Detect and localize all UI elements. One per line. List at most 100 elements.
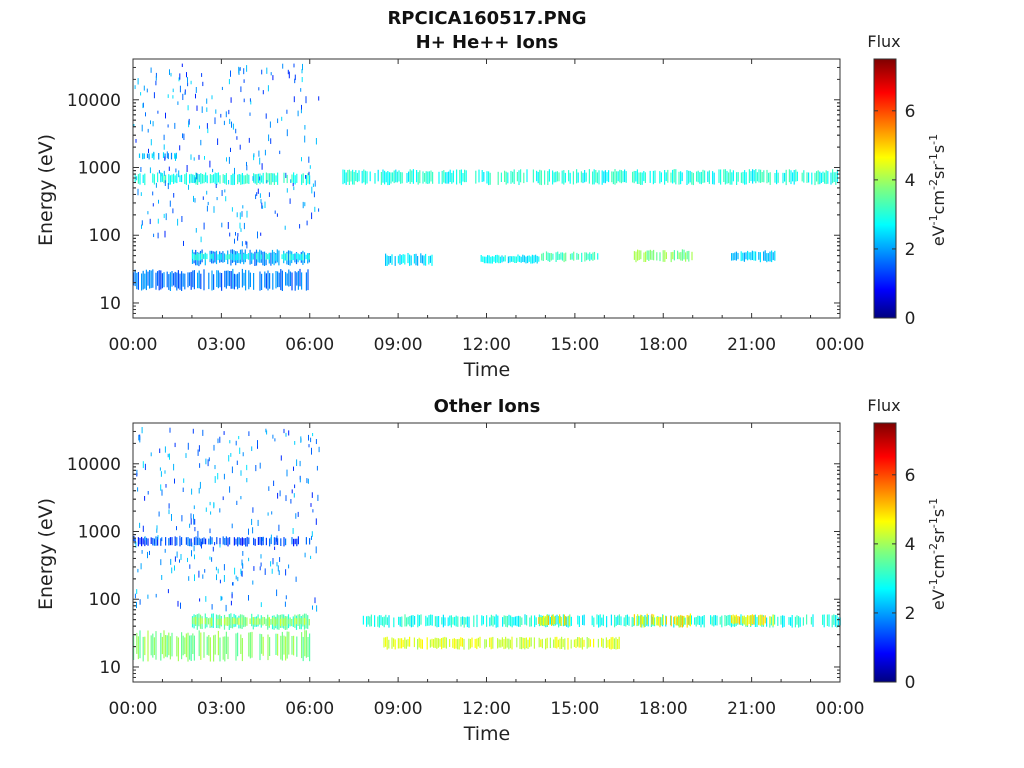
heatmap-cell [285,495,287,502]
heatmap-cell [227,636,229,660]
heatmap-cell [689,170,691,183]
heatmap-cell [185,537,187,545]
heatmap-cell [402,639,404,648]
heatmap-cell [152,537,154,546]
heatmap-cell [314,597,316,604]
heatmap-cell [311,212,313,220]
heatmap-cell [567,616,569,628]
heatmap-cell [292,528,294,534]
heatmap-cell [300,618,302,625]
heatmap-cell [468,616,470,628]
heatmap-cell [770,616,772,626]
heatmap-cell [647,615,649,627]
heatmap-cell [200,273,202,290]
heatmap-cell [170,72,172,77]
heatmap-cell [277,172,279,185]
heatmap-cell [510,615,512,627]
heatmap-cell [462,616,464,625]
heatmap-cell [246,165,248,171]
heatmap-cell [716,615,718,626]
heatmap-cell [533,255,535,264]
heatmap-cell [139,537,141,545]
heatmap-cell [142,174,144,183]
heatmap-cell [228,79,230,85]
heatmap-cell [691,251,693,261]
heatmap-cell [147,491,149,495]
heatmap-cell [205,507,207,512]
heatmap-cell [488,255,490,264]
heatmap-cell [243,79,245,83]
heatmap-cell [496,254,498,263]
heatmap-cell [584,170,586,183]
heatmap-cell [547,252,549,262]
heatmap-cell [210,511,212,515]
heatmap-cell [243,254,245,260]
heatmap-cell [637,614,639,626]
heatmap-cell [197,173,199,185]
heatmap-cell [732,170,734,182]
heatmap-cell [267,617,269,626]
heatmap-cell [593,617,595,627]
colorbar-tick-label: 2 [905,604,916,624]
heatmap-cell [417,172,419,185]
heatmap-cell [265,172,267,184]
heatmap-cell [225,254,227,260]
heatmap-cell [311,535,312,540]
heatmap-cell [559,614,561,624]
heatmap-cell [562,614,564,627]
heatmap-cell [197,537,199,546]
heatmap-cell [465,617,467,625]
heatmap-cell [501,255,503,263]
colorbar-title: Flux [867,32,900,51]
heatmap-cell [620,170,622,184]
heatmap-cell [506,616,508,628]
heatmap-cell [157,172,159,183]
heatmap-cell [268,134,270,142]
heatmap-cell [558,253,560,260]
y-tick-label: 1000 [78,159,121,179]
heatmap-cell [369,616,371,627]
heatmap-cell [235,618,237,625]
heatmap-cell [144,536,146,541]
heatmap-cell [285,595,287,600]
heatmap-cell [191,488,193,495]
heatmap-cell [670,172,672,183]
heatmap-cell [292,183,294,187]
heatmap-cell [488,171,490,186]
heatmap-cell [134,593,136,599]
heatmap-cell [216,537,218,545]
heatmap-cell [388,639,390,649]
heatmap-cell [252,176,254,181]
heatmap-cell [301,69,303,74]
heatmap-cell [152,191,154,196]
heatmap-cell [259,566,261,571]
heatmap-cell [293,172,295,184]
heatmap-cell [166,271,168,288]
heatmap-cell [344,169,346,184]
heatmap-cell [219,508,221,513]
heatmap-cell [246,464,248,471]
heatmap-cell [769,251,771,262]
heatmap-cell [761,614,763,625]
heatmap-cell [246,617,248,626]
heatmap-cell [598,615,600,628]
heatmap-cell [557,251,559,260]
heatmap-cell [178,77,180,82]
heatmap-cell [407,616,409,625]
heatmap-cell [230,175,232,185]
heatmap-cell [233,537,235,546]
heatmap-cell [311,186,313,194]
heatmap-cell [747,615,749,626]
heatmap-cell [683,249,685,260]
heatmap-cell [136,272,138,290]
heatmap-cell [141,124,143,132]
heatmap-cell [271,249,274,264]
heatmap-cell [260,254,262,260]
heatmap-cell [637,249,639,261]
heatmap-cell [280,269,282,291]
heatmap-cell [448,171,450,184]
heatmap-cell [304,552,306,558]
heatmap-cell [204,618,206,624]
heatmap-cell [635,251,637,263]
